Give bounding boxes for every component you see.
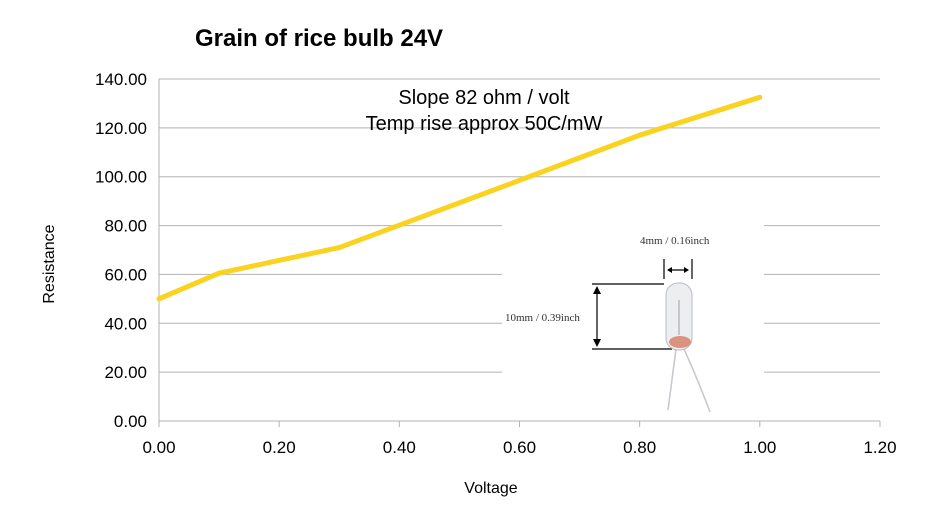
x-tick-label: 1.00 <box>743 438 776 457</box>
data-point <box>757 94 763 100</box>
y-tick-label: 80.00 <box>104 217 147 236</box>
height-arrowhead-top <box>593 286 601 294</box>
width-dimension-label: 4mm / 0.16inch <box>640 235 710 247</box>
width-arrowhead-right <box>684 267 689 273</box>
bulb-lead-left <box>667 348 677 411</box>
y-tick-labels: 0.00 20.00 40.00 60.00 80.00 100.00 120.00 140.… <box>95 70 147 431</box>
data-points <box>156 94 763 302</box>
y-tick-label: 100.00 <box>95 168 147 187</box>
slope-annotation: Slope 82 ohm / volt <box>398 87 570 109</box>
data-point <box>517 177 522 183</box>
chart-title: Grain of rice bulb 24V <box>195 25 443 52</box>
x-tick-label: 0.00 <box>142 438 175 457</box>
height-arrowhead-bottom <box>593 339 601 347</box>
bulb-photo: 4mm / 0.16inch 10mm / 0.39inch <box>502 222 764 413</box>
data-point <box>156 296 162 302</box>
resistance-series-line <box>158 94 761 302</box>
y-tick-label: 120.00 <box>95 119 147 138</box>
y-tick-label: 140.00 <box>95 70 147 89</box>
x-tick-label: 1.20 <box>863 438 896 457</box>
bulb-base <box>669 336 691 348</box>
y-tick-label: 20.00 <box>104 363 147 382</box>
data-point <box>637 132 643 138</box>
data-point <box>336 245 342 251</box>
temp-rise-annotation: Temp rise approx 50C/mW <box>366 113 603 135</box>
x-tick-label: 0.60 <box>503 438 536 457</box>
y-tick-label: 40.00 <box>104 314 147 333</box>
x-tick-labels: 0.00 0.20 0.40 0.60 0.80 1.00 1.20 <box>142 438 896 457</box>
y-tick-label: 0.00 <box>114 412 147 431</box>
width-arrowhead-left <box>667 267 672 273</box>
y-tick-label: 60.00 <box>104 265 147 284</box>
bulb-lead-right <box>683 348 711 413</box>
x-axis-label: Voltage <box>464 480 517 497</box>
x-tick-label: 0.40 <box>383 438 416 457</box>
x-tick-label: 0.20 <box>263 438 296 457</box>
data-point <box>216 270 222 276</box>
x-tick-label: 0.80 <box>623 438 656 457</box>
height-dimension-label: 10mm / 0.39inch <box>505 312 580 324</box>
y-axis-label: Resistance <box>41 224 58 303</box>
photo-background <box>502 222 764 412</box>
